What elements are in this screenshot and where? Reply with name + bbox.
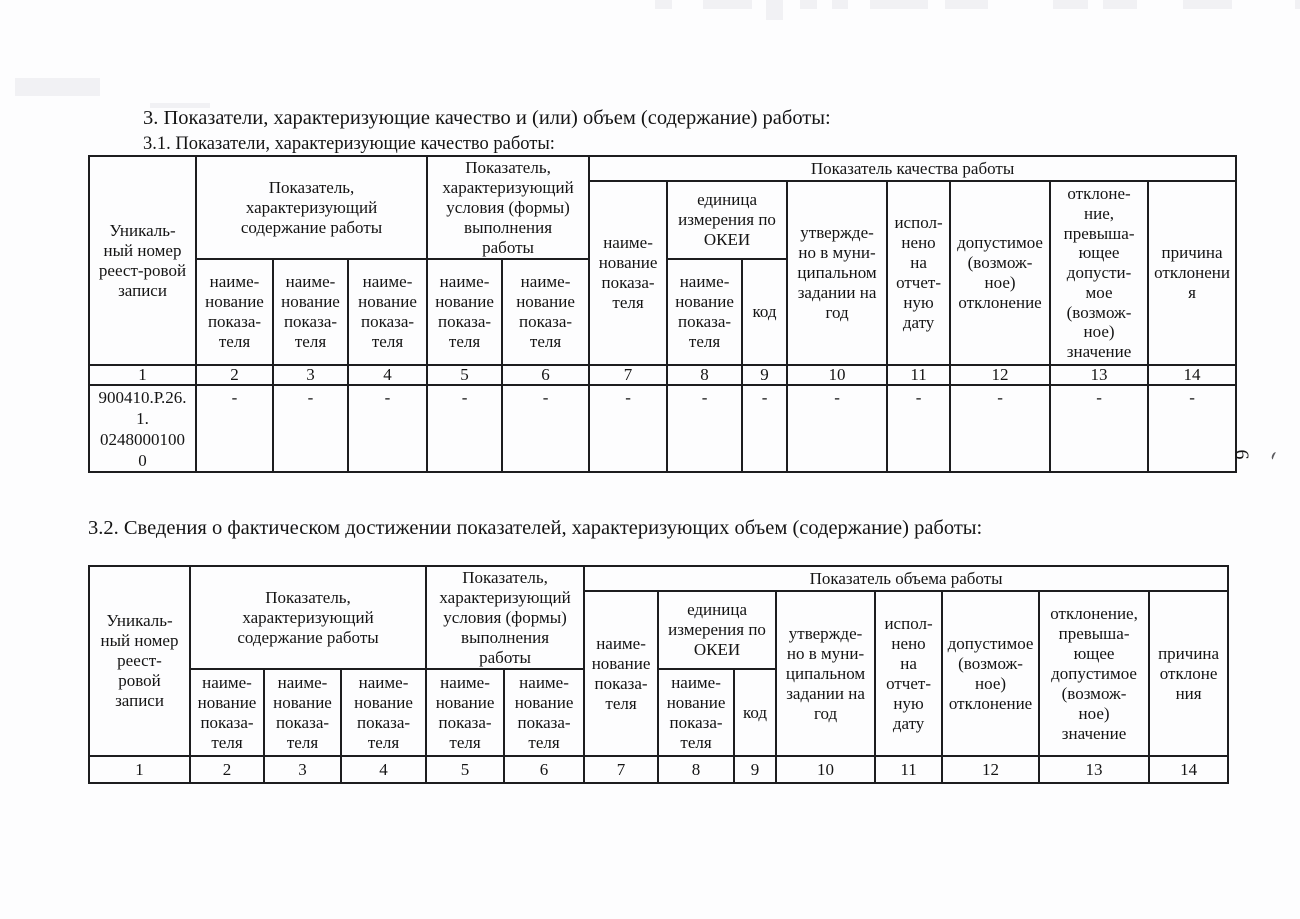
value-cell: - xyxy=(501,384,591,473)
value-cell: - xyxy=(666,384,744,473)
quality-indicator-band: Показатель качества работы xyxy=(588,155,1238,182)
column-number-cell: 12 xyxy=(949,364,1052,386)
column-number-cell: 5 xyxy=(426,364,504,386)
allowed-deviation-header: допустимое (возмож- ное) отклонение xyxy=(949,180,1052,366)
section-title: 3. Показатели, характеризующие качество … xyxy=(143,107,831,129)
column-number-cell: 7 xyxy=(583,755,660,784)
indicator-name-header: наиме- нование показа- теля xyxy=(346,258,429,366)
scan-artifact xyxy=(832,0,848,9)
deviation-reason-header: причина отклонени я xyxy=(1147,180,1238,366)
scan-artifact xyxy=(703,0,752,9)
column-number-cell: 9 xyxy=(741,364,789,386)
scan-artifact xyxy=(15,78,100,96)
column-number-cell: 6 xyxy=(503,755,586,784)
indicator-name-header: наиме- нование показа- теля xyxy=(195,258,274,366)
indicator-name-header: наиме- нование показа- теля xyxy=(588,180,669,366)
indicator-name-header: наиме- нование показа- теля xyxy=(426,258,504,366)
column-number-cell: 14 xyxy=(1148,755,1230,784)
quality-table: Уникаль- ный номер реест-ровой записи По… xyxy=(88,155,1238,473)
column-number-cell: 4 xyxy=(346,364,429,386)
exceeding-deviation-header: отклонение, превыша- ющее допустимое (во… xyxy=(1038,590,1151,757)
column-number-cell: 4 xyxy=(339,755,428,784)
column-number-cell: 13 xyxy=(1049,364,1150,386)
scan-artifact xyxy=(1295,0,1300,9)
volume-table: Уникаль- ный номер реест- ровой записи П… xyxy=(88,565,1230,784)
column-number-cell: 7 xyxy=(588,364,669,386)
indicator-name-header: наиме- нование показа- теля xyxy=(503,668,586,757)
column-number-cell: 8 xyxy=(657,755,736,784)
value-cell: - xyxy=(1049,384,1150,473)
content-indicator-group-header: Показатель, характеризующий содержание р… xyxy=(194,155,429,260)
approved-in-task-header: утвержде- но в муни- ципальном задании н… xyxy=(775,590,877,757)
indicator-name-header: наиме- нование показа- теля xyxy=(189,668,265,757)
indicator-name-header: наиме- нование показа- теля xyxy=(666,258,744,366)
registry-number-cell: 900410.Р.26. 1. 0248000100 0 xyxy=(88,384,197,473)
value-cell: - xyxy=(272,384,349,473)
registry-number-header: Уникаль- ный номер реест- ровой записи xyxy=(88,565,191,757)
indicator-name-header: наиме- нование показа- теля xyxy=(272,258,349,366)
value-cell: - xyxy=(1147,384,1238,473)
value-cell: - xyxy=(949,384,1052,473)
column-number-cell: 14 xyxy=(1147,364,1238,386)
column-number-cell: 10 xyxy=(786,364,889,386)
scan-artifact xyxy=(800,0,817,9)
column-number-cell: 10 xyxy=(775,755,877,784)
registry-number-header: Уникаль- ный номер реест-ровой записи xyxy=(88,155,197,366)
column-number-cell: 11 xyxy=(874,755,944,784)
column-number-cell: 12 xyxy=(941,755,1041,784)
page-number: 6 xyxy=(1230,449,1253,460)
conditions-indicator-group-header: Показатель, характеризующий условия (фор… xyxy=(426,155,591,260)
executed-on-date-header: испол- нено на отчет- ную дату xyxy=(886,180,952,366)
indicator-name-header: наиме- нование показа- теля xyxy=(263,668,342,757)
indicator-name-header: наиме- нование показа- теля xyxy=(339,668,428,757)
column-number-cell: 8 xyxy=(666,364,744,386)
column-number-cell: 2 xyxy=(189,755,265,784)
scan-artifact xyxy=(766,0,783,20)
volume-indicator-band: Показатель объема работы xyxy=(583,565,1230,592)
code-header: код xyxy=(741,258,789,366)
column-number-cell: 1 xyxy=(88,364,197,386)
value-cell: - xyxy=(741,384,789,473)
column-number-cell: 2 xyxy=(195,364,274,386)
scan-artifact xyxy=(870,0,928,9)
column-number-cell: 5 xyxy=(425,755,506,784)
okei-unit-group-header: единица измерения по ОКЕИ xyxy=(657,590,778,670)
code-header: код xyxy=(733,668,778,757)
value-cell: - xyxy=(588,384,669,473)
column-number-cell: 3 xyxy=(263,755,342,784)
deviation-reason-header: причина отклоне ния xyxy=(1148,590,1230,757)
conditions-indicator-group-header: Показатель, характеризующий условия (фор… xyxy=(425,565,586,670)
column-number-cell: 13 xyxy=(1038,755,1151,784)
value-cell: - xyxy=(426,384,504,473)
scan-artifact xyxy=(150,103,210,108)
scan-artifact xyxy=(655,0,672,9)
exceeding-deviation-header: отклоне- ние, превыша- ющее допусти- мое… xyxy=(1049,180,1150,366)
indicator-name-header: наиме- нование показа- теля xyxy=(425,668,506,757)
okei-unit-group-header: единица измерения по ОКЕИ xyxy=(666,180,789,260)
column-number-cell: 3 xyxy=(272,364,349,386)
executed-on-date-header: испол- нено на отчет- ную дату xyxy=(874,590,944,757)
indicator-name-header: наиме- нование показа- теля xyxy=(501,258,591,366)
subtitle-quality: 3.1. Показатели, характеризующие качеств… xyxy=(143,134,555,154)
column-number-cell: 1 xyxy=(88,755,191,784)
scan-tick-mark xyxy=(1270,451,1279,461)
value-cell: - xyxy=(346,384,429,473)
scan-artifact xyxy=(1103,0,1137,9)
allowed-deviation-header: допустимое (возмож- ное) отклонение xyxy=(941,590,1041,757)
indicator-name-header: наиме- нование показа- теля xyxy=(583,590,660,757)
value-cell: - xyxy=(786,384,889,473)
column-number-cell: 6 xyxy=(501,364,591,386)
scan-artifact xyxy=(1053,0,1088,9)
column-number-cell: 11 xyxy=(886,364,952,386)
column-number-cell: 9 xyxy=(733,755,778,784)
value-cell: - xyxy=(886,384,952,473)
approved-in-task-header: утвержде- но в муни- ципальном задании н… xyxy=(786,180,889,366)
value-cell: - xyxy=(195,384,274,473)
indicator-name-header: наиме- нование показа- теля xyxy=(657,668,736,757)
content-indicator-group-header: Показатель, характеризующий содержание р… xyxy=(188,565,428,670)
scan-artifact xyxy=(1183,0,1232,9)
subtitle-volume: 3.2. Сведения о фактическом достижении п… xyxy=(88,517,983,539)
scan-artifact xyxy=(945,0,988,9)
